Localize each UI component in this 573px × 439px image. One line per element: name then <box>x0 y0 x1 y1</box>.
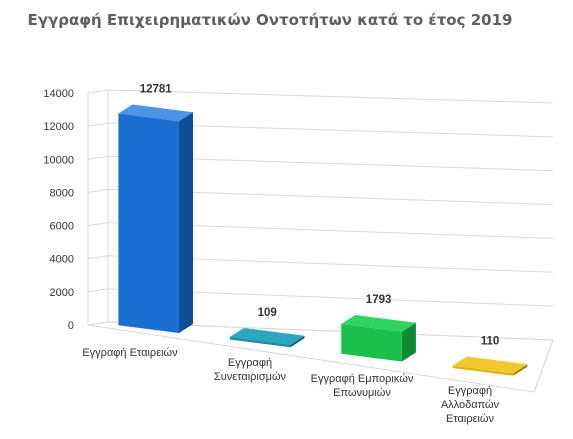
bar-front <box>341 324 402 362</box>
y-tick-label: 0 <box>68 320 74 332</box>
bar <box>229 327 305 348</box>
y-tick-label: 14000 <box>43 88 74 100</box>
category-label: Εγγραφή Εμπορικών Επωνυμιών <box>311 373 414 399</box>
y-axis: 0 2000 4000 6000 8000 10000 12000 14000 <box>43 88 74 332</box>
category-label: Εγγραφή Εταιρειών <box>82 347 178 359</box>
bar-front <box>452 365 514 376</box>
bar <box>452 356 528 376</box>
category-label: Εγγραφή Αλλοδαπών Εταιρειών <box>441 385 500 425</box>
category-axis: Εγγραφή Εταιρειών Εγγραφή Συνεταιρισμών Εγγ… <box>82 347 499 425</box>
data-label: 109 <box>258 307 277 319</box>
data-label: 12781 <box>140 83 173 95</box>
y-tick-label: 10000 <box>43 154 74 166</box>
bar-top <box>118 104 194 122</box>
gridline-depth <box>87 288 109 293</box>
bar-front <box>229 336 291 348</box>
gridline-depth <box>87 122 109 127</box>
bars-layer <box>118 104 528 376</box>
category-label: Εγγραφή Συνεταιρισμών <box>214 357 287 383</box>
gridline-depth <box>87 155 109 160</box>
bar-top <box>452 356 528 374</box>
bar-top <box>229 327 305 345</box>
bar-side <box>290 335 305 348</box>
bar-side <box>513 364 528 376</box>
y-tick-label: 2000 <box>50 287 74 299</box>
bar-side <box>179 112 194 334</box>
bar-side <box>401 322 416 362</box>
bar-top <box>341 315 416 332</box>
y-tick-label: 8000 <box>50 187 74 199</box>
labels-layer: 12781 109 1793 110 <box>140 83 500 347</box>
y-tick-label: 12000 <box>43 121 74 133</box>
data-label: 110 <box>481 335 500 347</box>
chart-title: Εγγραφή Επιχειρηματικών Οντοτήτων κατά τ… <box>28 11 513 29</box>
bar-front <box>118 113 180 334</box>
gridline-depth <box>87 222 109 227</box>
bar <box>341 315 416 362</box>
gridline-depth <box>87 188 109 193</box>
gridline-depth <box>87 255 109 260</box>
y-tick-label: 6000 <box>50 221 74 233</box>
gridline <box>107 89 554 104</box>
floor-right-edge <box>533 339 554 393</box>
y-tick-label: 4000 <box>50 254 74 266</box>
gridline-depth <box>87 89 109 94</box>
bar <box>118 104 194 334</box>
data-label: 1793 <box>366 294 392 306</box>
